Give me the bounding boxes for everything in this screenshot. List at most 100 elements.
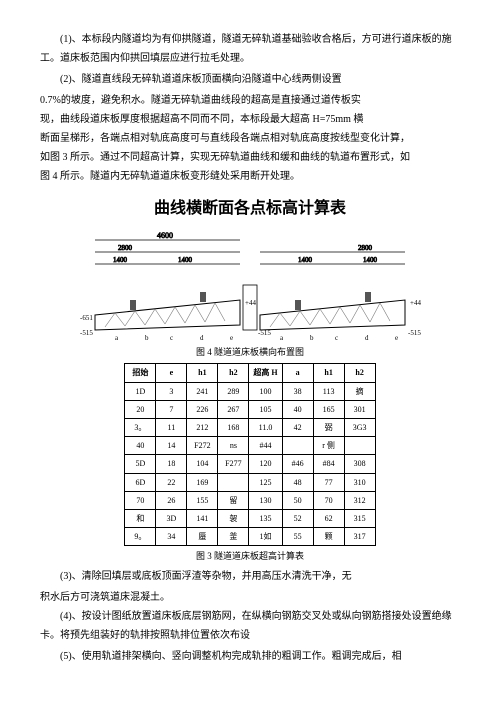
table-cell: 308	[344, 455, 375, 473]
table-header: 招始	[125, 364, 156, 382]
table-cell: 70	[125, 491, 156, 509]
table-cell: 289	[218, 382, 249, 400]
svg-text:+44: +44	[410, 299, 421, 307]
paragraph-2a: (2)、隧道直线段无碎轨道道床板顶面横向沿隧道中心线两侧设置	[40, 70, 460, 89]
table-cell: ns	[218, 437, 249, 455]
table-cell	[282, 437, 313, 455]
svg-text:1400: 1400	[363, 256, 378, 264]
svg-text:e: e	[395, 334, 398, 340]
table-cell: 18	[156, 455, 187, 473]
section-title: 曲线横断面各点标高计算表	[40, 194, 460, 224]
svg-text:1400: 1400	[178, 256, 193, 264]
table-row: 7026155留1305070312	[125, 491, 375, 509]
table-row: 3。1121216811.042弼3G3	[125, 419, 375, 437]
table-cell: 315	[344, 509, 375, 527]
elevation-table: 招始eh1h2超高 Hah1h2 1D324128910038113摘20722…	[124, 363, 375, 546]
svg-text:-651: -651	[80, 314, 93, 322]
table-cell: 7	[156, 400, 187, 418]
table-cell: 14	[156, 437, 187, 455]
table-cell: 留	[218, 491, 249, 509]
table-cell: 52	[282, 509, 313, 527]
table-cell: 100	[249, 382, 282, 400]
table-cell: 55	[282, 528, 313, 546]
table-row: 6D221691254877310	[125, 473, 375, 491]
svg-text:a: a	[280, 334, 284, 340]
table-cell: 104	[187, 455, 218, 473]
table-header: h1	[187, 364, 218, 382]
table-cell: 50	[282, 491, 313, 509]
table-cell: 颗	[313, 528, 344, 546]
table-cell: 6D	[125, 473, 156, 491]
table-cell: 1D	[125, 382, 156, 400]
table-cell: 3	[156, 382, 187, 400]
table-cell: 42	[282, 419, 313, 437]
table-cell: r 侧	[313, 437, 344, 455]
table-cell: #84	[313, 455, 344, 473]
table-header: 超高 H	[249, 364, 282, 382]
paragraph-1: (1)、本标段内隧道均为有仰拱隧道，隧道无碎轨道基础验收合格后，方可进行道床板的…	[40, 30, 460, 68]
table-row: 9。34蜃釜1如55颗317	[125, 528, 375, 546]
svg-text:-515: -515	[408, 329, 421, 337]
table-cell: 169	[187, 473, 218, 491]
table-cell: #44	[249, 437, 282, 455]
svg-text:-515: -515	[80, 329, 93, 337]
svg-text:-515: -515	[258, 329, 271, 337]
svg-text:2800: 2800	[118, 244, 133, 252]
paragraph-3b: 积水后方可浇筑道床混凝土。	[40, 588, 460, 607]
table-cell: 62	[313, 509, 344, 527]
dim-4600: 4600	[157, 231, 173, 240]
figure-4-caption: 图 4 隧道道床板横向布置图	[40, 344, 460, 361]
table-cell: #46	[282, 455, 313, 473]
table-row: 和3D141袈1355262315	[125, 509, 375, 527]
paragraph-2d: 断面呈梯形，各端点相对轨底高度可与直线段各端点相对轨底高度按线型变化计算，	[40, 129, 460, 148]
table-cell: 摘	[344, 382, 375, 400]
table-cell: 3。	[125, 419, 156, 437]
svg-text:2800: 2800	[358, 244, 373, 252]
svg-text:+44: +44	[245, 299, 256, 307]
table-cell: 22	[156, 473, 187, 491]
table-cell: 5D	[125, 455, 156, 473]
paragraph-4: (4)、按设计图纸放置道床板底层钢筋网，在纵横向钢筋交叉处或纵向钢筋搭接处设置绝…	[40, 607, 460, 645]
table-cell: F272	[187, 437, 218, 455]
svg-text:1400: 1400	[113, 256, 128, 264]
table-cell: 165	[313, 400, 344, 418]
paragraph-3: (3)、清除回填层或底板顶面浮渣等杂物，并用高压水清洗干净，无	[40, 567, 460, 586]
table-cell: 267	[218, 400, 249, 418]
table-cell: 212	[187, 419, 218, 437]
table-cell: 317	[344, 528, 375, 546]
table-cell: 20	[125, 400, 156, 418]
table-cell	[218, 473, 249, 491]
paragraph-5: (5)、使用轨道排架横向、竖向调整机构完成轨排的粗调工作。粗调完成后，相	[40, 647, 460, 666]
table-header: h2	[344, 364, 375, 382]
table-cell: 釜	[218, 528, 249, 546]
table-cell: 105	[249, 400, 282, 418]
paragraph-2f: 图 4 所示。隧道内无碎轨道道床板变形缝处采用断开处理。	[40, 167, 460, 186]
table-cell: 1如	[249, 528, 282, 546]
table-cell: 226	[187, 400, 218, 418]
svg-text:a: a	[115, 334, 119, 340]
table-cell: 40	[125, 437, 156, 455]
table-cell: 310	[344, 473, 375, 491]
table-cell: 301	[344, 400, 375, 418]
table-cell: 38	[282, 382, 313, 400]
table-row: 4014F272ns#44 r 侧	[125, 437, 375, 455]
table-cell: 168	[218, 419, 249, 437]
table-cell: 11	[156, 419, 187, 437]
table-cell: 和	[125, 509, 156, 527]
svg-text:1400: 1400	[298, 256, 313, 264]
table-cell: 113	[313, 382, 344, 400]
table-row: 1D324128910038113摘	[125, 382, 375, 400]
table-header: h1	[313, 364, 344, 382]
table-cell: 弼	[313, 419, 344, 437]
svg-text:d: d	[365, 334, 369, 340]
table-cell: 135	[249, 509, 282, 527]
table-row: 20722626710540165301	[125, 400, 375, 418]
table-cell: 77	[313, 473, 344, 491]
table-row: 5D18104F277120#46#84308	[125, 455, 375, 473]
table-header: a	[282, 364, 313, 382]
svg-text:b: b	[310, 334, 314, 340]
table-cell: 125	[249, 473, 282, 491]
table-cell: 26	[156, 491, 187, 509]
table-header: e	[156, 364, 187, 382]
table-cell: 120	[249, 455, 282, 473]
